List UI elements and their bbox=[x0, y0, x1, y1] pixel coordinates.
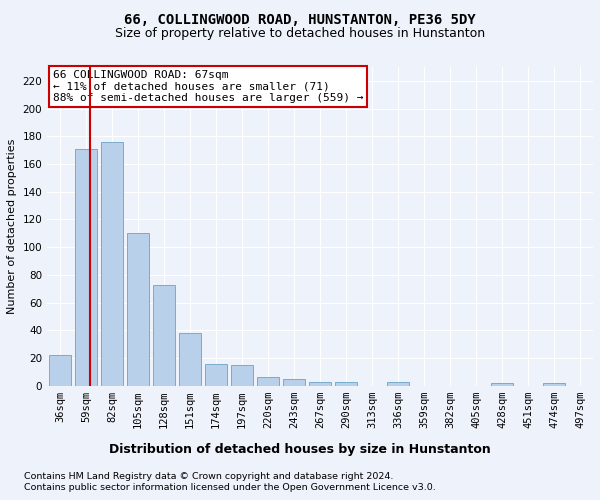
Bar bbox=[179, 333, 201, 386]
Bar bbox=[257, 378, 279, 386]
Bar bbox=[231, 365, 253, 386]
Bar bbox=[543, 383, 565, 386]
Bar bbox=[49, 355, 71, 386]
Y-axis label: Number of detached properties: Number of detached properties bbox=[7, 138, 17, 314]
Bar bbox=[335, 382, 357, 386]
Text: Contains HM Land Registry data © Crown copyright and database right 2024.: Contains HM Land Registry data © Crown c… bbox=[24, 472, 394, 481]
Bar bbox=[127, 233, 149, 386]
Bar bbox=[153, 284, 175, 386]
Text: Size of property relative to detached houses in Hunstanton: Size of property relative to detached ho… bbox=[115, 28, 485, 40]
Bar bbox=[101, 142, 123, 386]
Bar bbox=[75, 148, 97, 386]
Text: Distribution of detached houses by size in Hunstanton: Distribution of detached houses by size … bbox=[109, 442, 491, 456]
Text: Contains public sector information licensed under the Open Government Licence v3: Contains public sector information licen… bbox=[24, 484, 436, 492]
Bar bbox=[491, 383, 513, 386]
Text: 66, COLLINGWOOD ROAD, HUNSTANTON, PE36 5DY: 66, COLLINGWOOD ROAD, HUNSTANTON, PE36 5… bbox=[124, 12, 476, 26]
Bar bbox=[387, 382, 409, 386]
Bar bbox=[283, 379, 305, 386]
Bar bbox=[309, 382, 331, 386]
Text: 66 COLLINGWOOD ROAD: 67sqm
← 11% of detached houses are smaller (71)
88% of semi: 66 COLLINGWOOD ROAD: 67sqm ← 11% of deta… bbox=[53, 70, 363, 103]
Bar bbox=[205, 364, 227, 386]
